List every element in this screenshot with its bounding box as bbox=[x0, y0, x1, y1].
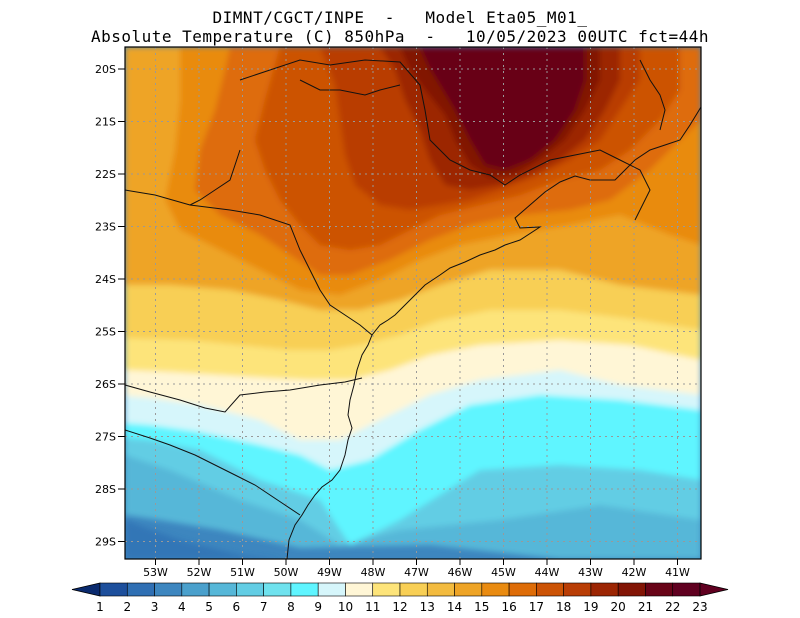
colorbar-swatch bbox=[563, 582, 592, 597]
colorbar-label: 13 bbox=[420, 600, 435, 614]
colorbar-label: 3 bbox=[151, 600, 159, 614]
colorbar-label: 18 bbox=[556, 600, 571, 614]
colorbar-label: 8 bbox=[287, 600, 295, 614]
title-line-2: Absolute Temperature (C) 850hPa - 10/05/… bbox=[90, 27, 710, 46]
colorbar-swatch bbox=[617, 582, 646, 597]
colorbar-label: 23 bbox=[692, 600, 707, 614]
border-pr-sc bbox=[125, 377, 363, 413]
colorbar-swatch bbox=[345, 582, 374, 597]
lat-label: 27S bbox=[95, 431, 116, 444]
border-rj-es bbox=[639, 59, 666, 131]
lat-axis: 20S 21S 22S 23S 24S 25S 26S 27S 28S 29S bbox=[95, 63, 125, 549]
colorbar-swatch bbox=[481, 582, 510, 597]
colorbar-label: 15 bbox=[474, 600, 489, 614]
colorbar-label: 20 bbox=[611, 600, 626, 614]
colorbar-label: 5 bbox=[205, 600, 213, 614]
border-ms-pr bbox=[189, 149, 241, 206]
colorbar-arrow-low bbox=[71, 582, 101, 597]
colorbar-swatch bbox=[536, 582, 564, 597]
plot-frame bbox=[124, 46, 702, 560]
river-paranaiba bbox=[299, 79, 401, 96]
lon-label: 52W bbox=[187, 566, 212, 579]
lat-label: 26S bbox=[95, 378, 116, 391]
colorbar-swatch bbox=[181, 582, 210, 597]
colorbar-label: 2 bbox=[123, 600, 131, 614]
colorbar-swatch bbox=[372, 582, 401, 597]
title-line-1: DIMNT/CGCT/INPE - Model Eta05_M01_ bbox=[212, 8, 588, 27]
lat-label: 25S bbox=[95, 326, 116, 339]
colorbar-label: 1 bbox=[96, 600, 104, 614]
colorbar-swatch bbox=[99, 582, 128, 597]
colorbar-swatch bbox=[454, 582, 483, 597]
band-23 bbox=[420, 47, 585, 170]
colorbar-swatch bbox=[126, 582, 155, 597]
lon-label: 49W bbox=[317, 566, 342, 579]
colorbar-label: 10 bbox=[338, 600, 353, 614]
colorbar-label: 19 bbox=[583, 600, 598, 614]
lon-label: 51W bbox=[230, 566, 255, 579]
lat-label: 23S bbox=[95, 221, 116, 234]
colorbar-label: 4 bbox=[178, 600, 186, 614]
colorbar-label: 14 bbox=[447, 600, 462, 614]
colorbar-label: 17 bbox=[529, 600, 544, 614]
lon-label: 43W bbox=[578, 566, 603, 579]
colorbar-swatch bbox=[590, 582, 619, 597]
lat-label: 22S bbox=[95, 168, 116, 181]
lon-label: 53W bbox=[143, 566, 168, 579]
gridlines bbox=[125, 47, 701, 559]
colorbar-label: 22 bbox=[665, 600, 680, 614]
lon-label: 45W bbox=[491, 566, 516, 579]
lon-label: 46W bbox=[448, 566, 473, 579]
colorbar-label: 9 bbox=[314, 600, 322, 614]
colorbar-label: 7 bbox=[260, 600, 268, 614]
colorbar-label: 6 bbox=[233, 600, 241, 614]
temperature-field bbox=[125, 47, 701, 559]
coastline bbox=[286, 106, 701, 559]
colorbar-swatch bbox=[399, 582, 428, 597]
lat-label: 20S bbox=[95, 63, 116, 76]
colorbar: 1 2 3 4 5 6 7 8 9 10 11 12 13 14 15 16 17 18 19 20 21 22 23 bbox=[71, 582, 729, 614]
colorbar-label: 16 bbox=[501, 600, 516, 614]
colorbar-swatch bbox=[263, 582, 292, 597]
colorbar-swatch bbox=[154, 582, 183, 597]
lon-label: 50W bbox=[274, 566, 299, 579]
colorbar-swatch bbox=[236, 582, 264, 597]
lon-label: 47W bbox=[404, 566, 429, 579]
lon-label: 44W bbox=[535, 566, 560, 579]
colorbar-label: 12 bbox=[392, 600, 407, 614]
lat-label: 24S bbox=[95, 273, 116, 286]
lon-label: 42W bbox=[622, 566, 647, 579]
colorbar-swatch bbox=[426, 582, 455, 597]
lat-label: 29S bbox=[95, 536, 116, 549]
lon-label: 41W bbox=[665, 566, 690, 579]
colorbar-swatch bbox=[317, 582, 346, 597]
lon-label: 48W bbox=[361, 566, 386, 579]
lat-label: 28S bbox=[95, 483, 116, 496]
colorbar-label: 11 bbox=[365, 600, 380, 614]
colorbar-arrow-high bbox=[699, 582, 729, 597]
colorbar-swatch bbox=[672, 582, 701, 597]
colorbar-swatch bbox=[290, 582, 319, 597]
lon-axis: 53W 52W 51W 50W 49W 48W 47W 46W 45W 44W … bbox=[143, 559, 690, 579]
colorbar-swatch bbox=[645, 582, 674, 597]
band-5 bbox=[125, 520, 280, 559]
borders bbox=[125, 59, 701, 559]
lat-label: 21S bbox=[95, 116, 116, 129]
border-mg-sp bbox=[239, 59, 651, 221]
colorbar-swatch bbox=[208, 582, 237, 597]
border-sc-rs bbox=[125, 429, 301, 516]
colorbar-label: 21 bbox=[638, 600, 653, 614]
colorbar-swatch bbox=[508, 582, 537, 597]
